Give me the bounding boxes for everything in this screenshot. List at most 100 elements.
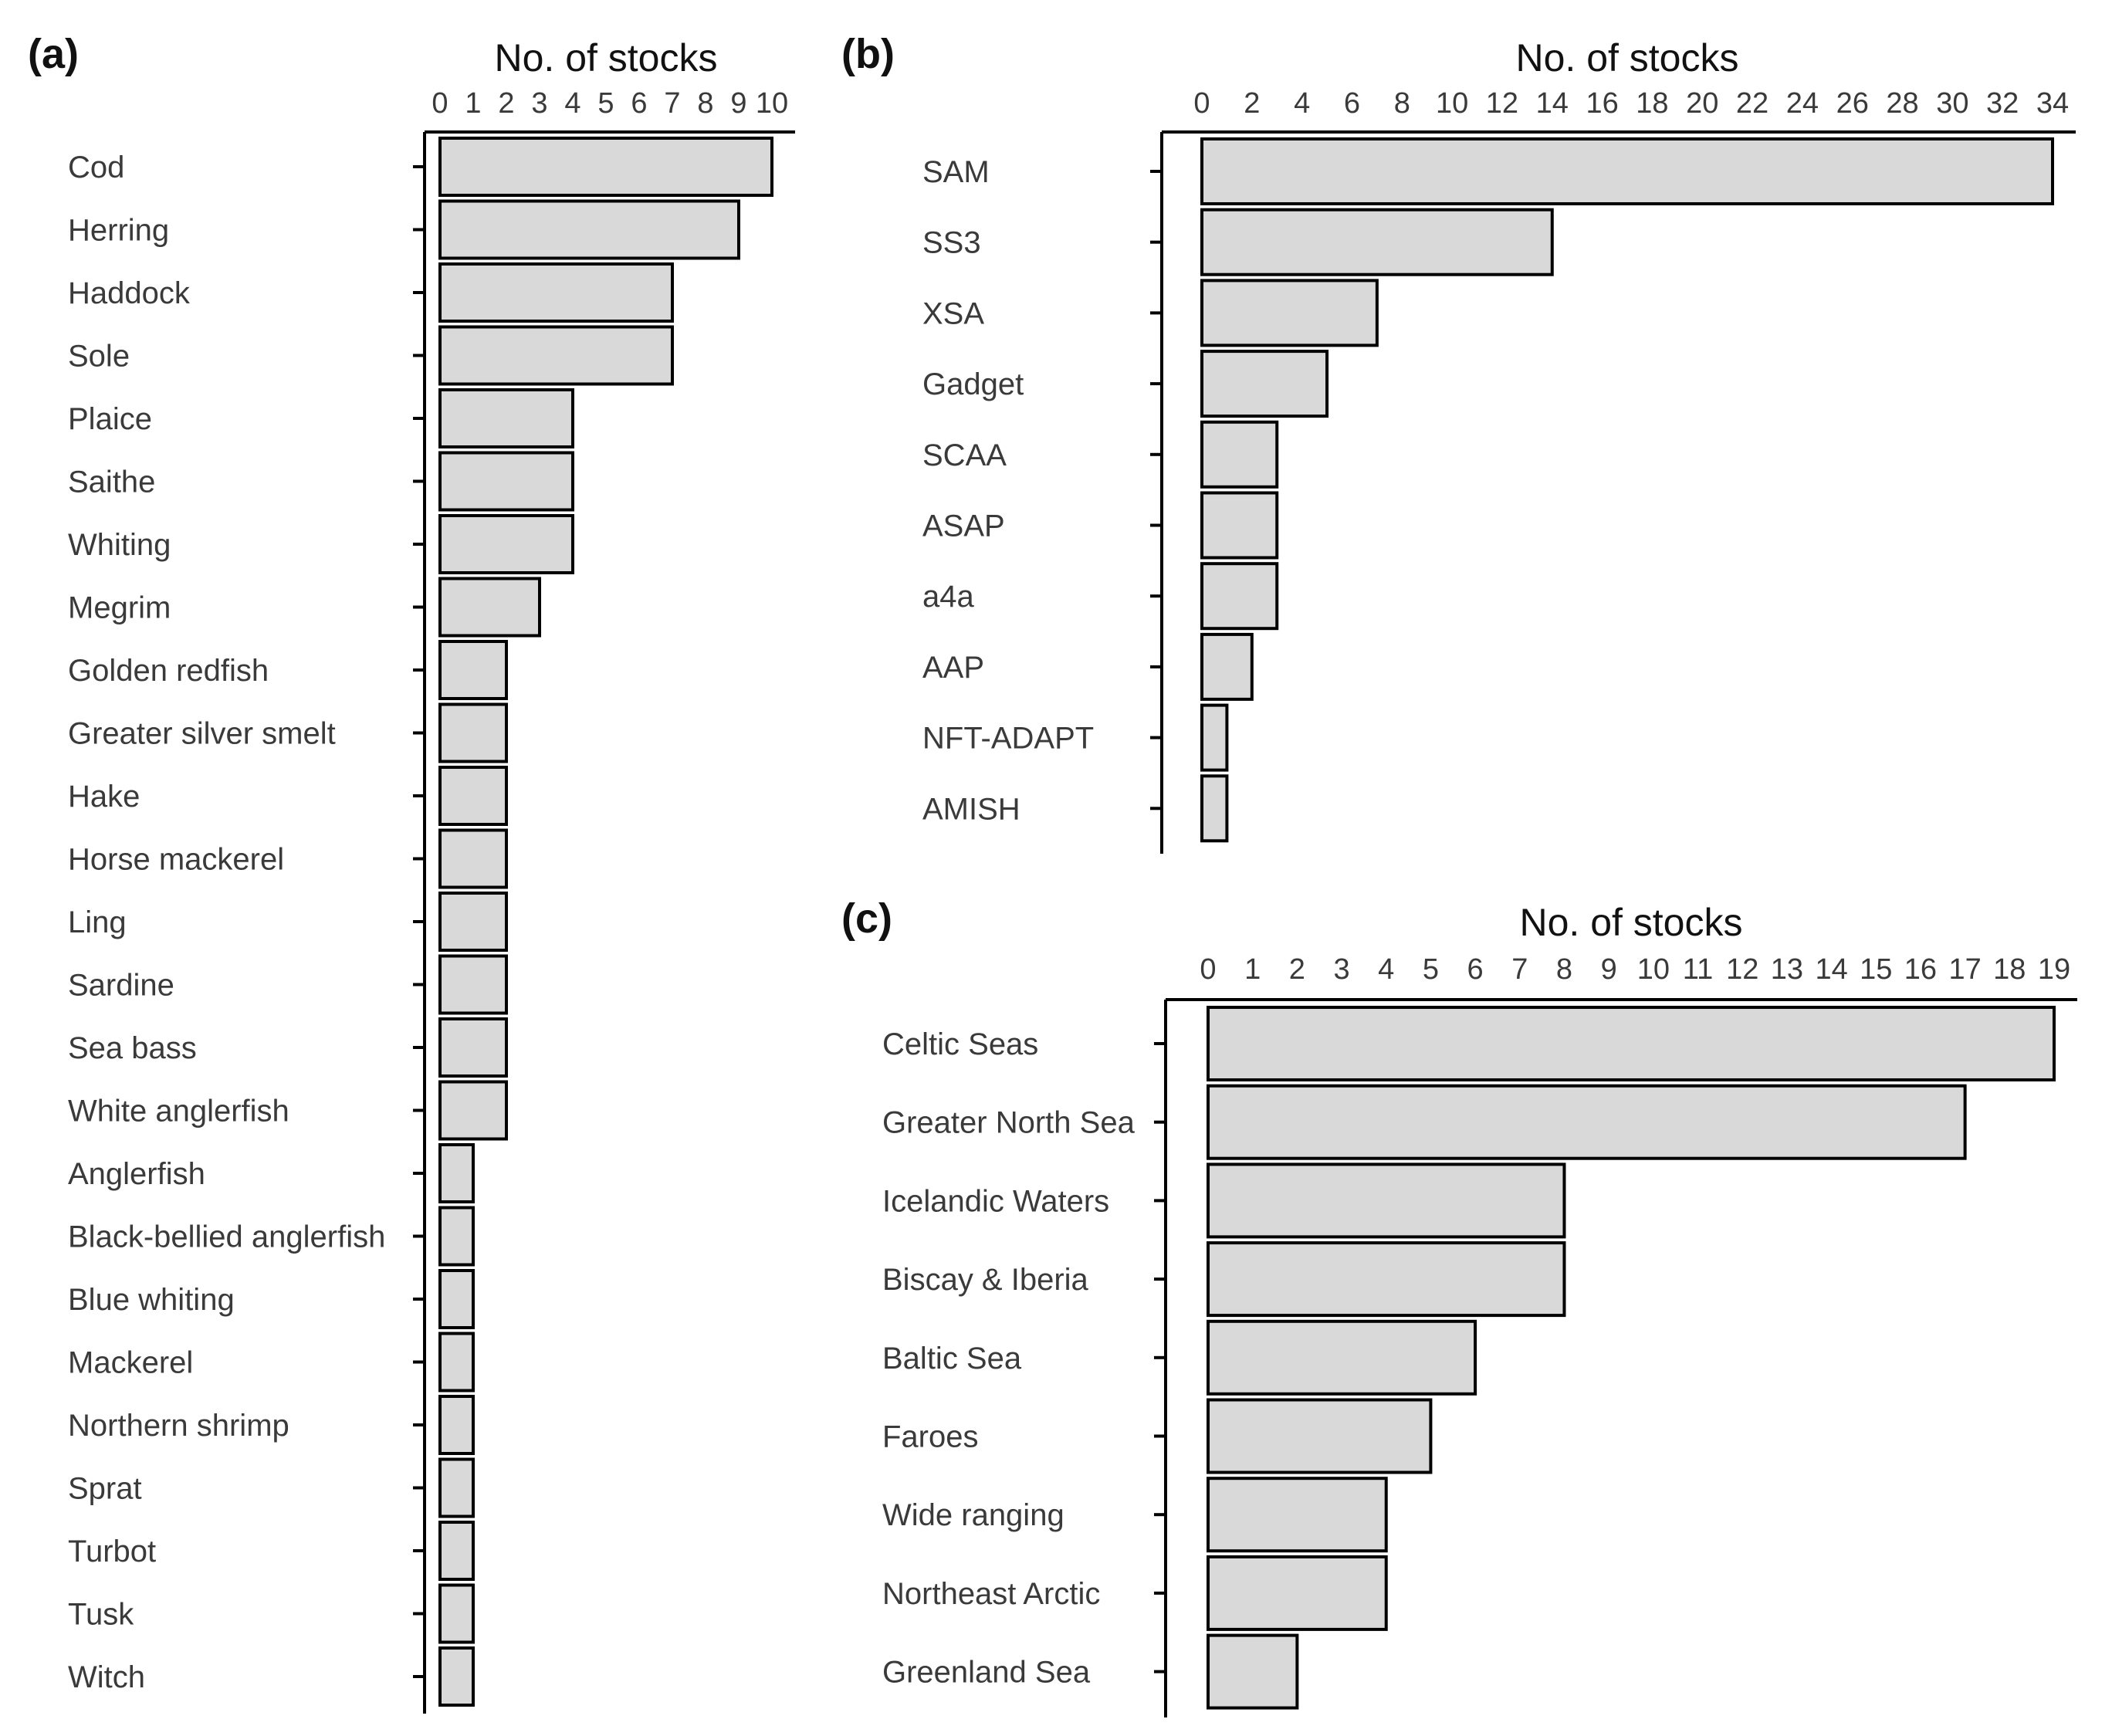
- panel-a-category-label: Tusk: [68, 1598, 134, 1632]
- panel-a-bar: [438, 766, 508, 826]
- panel-b-category-label: SS3: [922, 226, 981, 260]
- panel-a-bar: [438, 325, 674, 386]
- panel-b-bar: [1200, 703, 1229, 772]
- panel-a-category-label: Black-bellied anglerfish: [68, 1220, 385, 1254]
- panel-a-chart: (a) No. of stocks 0 1 2 3 4 5 6 7 8 9 10 Cod Herring Ha…: [28, 31, 795, 1714]
- panel-a-x-tick-label: 8: [697, 87, 713, 120]
- panel-c-x-tick-label: 5: [1423, 953, 1439, 986]
- panel-a-label: (a): [28, 31, 79, 77]
- panel-a-x-tick-label: 5: [597, 87, 614, 120]
- panel-b-category-label: AMISH: [922, 792, 1020, 826]
- panel-a-bar: [438, 702, 508, 763]
- panel-c-category-label: Celtic Seas: [882, 1027, 1038, 1061]
- panel-a-axis-title: No. of stocks: [495, 36, 718, 80]
- panel-a-x-tick-label: 0: [432, 87, 448, 120]
- panel-b-category-label: SAM: [922, 155, 990, 189]
- panel-a-bar: [438, 1080, 508, 1141]
- panel-a-category-label: White anglerfish: [68, 1095, 289, 1129]
- panel-c-bar: [1207, 1477, 1388, 1553]
- panel-c-category-label: Northeast Arctic: [882, 1577, 1100, 1611]
- panel-a-category-label: Sprat: [68, 1472, 142, 1506]
- panel-a-bar: [438, 1457, 475, 1518]
- panel-b-x-tick-label: 2: [1244, 87, 1260, 120]
- panel-a-category-label: Sardine: [68, 969, 174, 1003]
- panel-a-category-label: Sea bass: [68, 1031, 197, 1065]
- panel-a-category-label: Blue whiting: [68, 1283, 235, 1317]
- panel-b-x-tick-label: 16: [1586, 87, 1618, 120]
- panel-a-category-label: Whiting: [68, 528, 171, 562]
- panel-b-x-tick-label: 34: [2036, 87, 2069, 120]
- panel-a-category-label: Anglerfish: [68, 1157, 205, 1191]
- panel-b-x-tick-label: 10: [1436, 87, 1468, 120]
- panel-c-category-label: Baltic Sea: [882, 1342, 1022, 1376]
- panel-c-x-tick-label: 8: [1556, 953, 1572, 986]
- panel-a-category-label: Haddock: [68, 276, 191, 310]
- panel-c-x-tick-label: 14: [1815, 953, 1847, 986]
- panel-a-x-tick-label: 4: [564, 87, 580, 120]
- panel-c-x-tick-label: 16: [1904, 953, 1937, 986]
- panel-a-bar: [438, 640, 508, 700]
- panel-b-axis-title: No. of stocks: [1516, 36, 1739, 80]
- panel-c-bar: [1207, 1398, 1433, 1474]
- panel-b-x-tick-label: 14: [1536, 87, 1569, 120]
- panel-b-bar: [1200, 491, 1279, 560]
- panel-c-category-label: Wide ranging: [882, 1498, 1064, 1532]
- panel-b-bar: [1200, 137, 2054, 205]
- panel-a-category-label: Herring: [68, 214, 169, 248]
- panel-c-category-label: Icelandic Waters: [882, 1184, 1109, 1218]
- panel-a-category-label: Horse mackerel: [68, 843, 284, 877]
- panel-b-x-tick-label: 8: [1394, 87, 1410, 120]
- panel-a-category-label: Ling: [68, 905, 127, 939]
- panel-a-bar: [438, 1332, 475, 1393]
- panel-b-category-label: Gadget: [922, 367, 1024, 401]
- panel-c-x-tick-label: 11: [1683, 953, 1713, 986]
- panel-a-bar: [438, 577, 541, 638]
- panel-a-bar: [438, 137, 773, 197]
- panel-a-bar: [438, 1521, 475, 1581]
- panel-a-bar: [438, 1583, 475, 1644]
- panel-b-x-tick-label: 26: [1836, 87, 1869, 120]
- panel-c-x-tick-label: 3: [1333, 953, 1349, 986]
- panel-a-category-label: Turbot: [68, 1535, 156, 1568]
- panel-a-category-label: Hake: [68, 780, 140, 814]
- panel-b-x-tick-label: 24: [1786, 87, 1819, 120]
- panel-c-x-tick-label: 6: [1467, 953, 1484, 986]
- panel-b-x-tick-label: 18: [1636, 87, 1668, 120]
- panel-a-category-label: Greater silver smelt: [68, 717, 336, 751]
- panel-c-bar: [1207, 1319, 1477, 1396]
- panel-b-x-tick-label: 28: [1886, 87, 1918, 120]
- panel-c-bar: [1207, 1633, 1299, 1710]
- panel-c-x-tick-label: 4: [1378, 953, 1394, 986]
- panel-c-x-tick-label: 18: [1993, 953, 2026, 986]
- panel-a-category-label: Northern shrimp: [68, 1409, 289, 1443]
- panel-b-x-tick-label: 22: [1736, 87, 1768, 120]
- panel-a-bar: [438, 828, 508, 889]
- panel-b-bar: [1200, 774, 1229, 843]
- panel-b-x-tick-label: 20: [1686, 87, 1718, 120]
- panel-b-x-tick-label: 32: [1986, 87, 2019, 120]
- panel-a-x-tick-label: 1: [465, 87, 481, 120]
- panel-c-x-tick-label: 1: [1244, 953, 1261, 986]
- panel-c-x-tick-label: 15: [1860, 953, 1892, 986]
- panel-b-category-label: ASAP: [922, 509, 1005, 543]
- panel-a-x-tick-label: 6: [631, 87, 647, 120]
- panel-b-category-label: XSA: [922, 296, 984, 330]
- panel-c-x-tick-label: 9: [1601, 953, 1617, 986]
- panel-c-x-tick-label: 10: [1637, 953, 1670, 986]
- panel-a-bar: [438, 1143, 475, 1203]
- panel-a-bar: [438, 892, 508, 952]
- panel-c-x-tick-label: 13: [1771, 953, 1803, 986]
- panel-c-bar: [1207, 1555, 1388, 1631]
- panel-a-bar: [438, 262, 674, 323]
- panel-a-bar: [438, 1646, 475, 1707]
- panel-c-bar: [1207, 1241, 1566, 1318]
- panel-a-category-label: Golden redfish: [68, 654, 269, 688]
- panel-c-bar: [1207, 1084, 1967, 1160]
- panel-b-bar: [1200, 562, 1279, 631]
- panel-c-axis-title: No. of stocks: [1520, 901, 1743, 944]
- panel-c-x-tick-label: 17: [1948, 953, 1981, 986]
- panel-a-bar: [438, 451, 574, 512]
- panel-a-bar: [438, 199, 740, 260]
